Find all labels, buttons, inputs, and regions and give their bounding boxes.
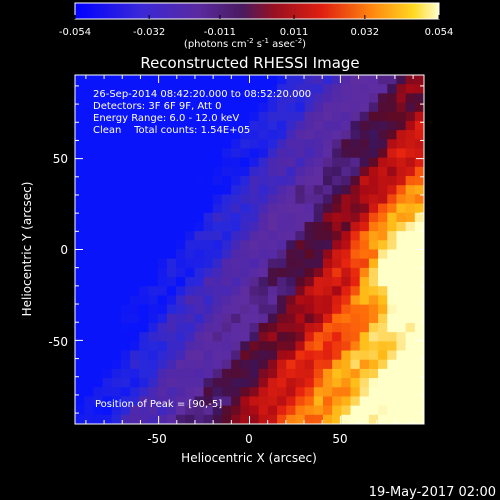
peak-position-label: Position of Peak = [90,-5] — [95, 399, 222, 410]
y-tick-label: -50 — [48, 335, 68, 349]
footer-date: 19-May-2017 02:00 — [369, 485, 496, 500]
axis-ticks — [75, 75, 424, 424]
plot-title: Reconstructed RHESSI Image — [140, 54, 359, 72]
colorbar-tick-label: -0.054 — [59, 27, 91, 38]
colorbar — [74, 2, 440, 20]
x-tick-label: 0 — [245, 432, 253, 446]
x-axis-label: Heliocentric X (arcsec) — [181, 451, 317, 465]
y-tick-label: 0 — [60, 243, 68, 257]
rhessi-image — [75, 75, 424, 424]
info-time-range: 26-Sep-2014 08:42:20.000 to 08:52:20.000 — [93, 89, 311, 100]
colorbar-tick-label: 0.054 — [425, 27, 454, 38]
x-tick-label: -50 — [147, 432, 167, 446]
x-tick-label: 50 — [332, 432, 347, 446]
colorbar-ticks: -0.054 -0.032 -0.011 0.011 0.032 0.054 — [59, 15, 453, 38]
colorbar-tick-label: 0.011 — [280, 27, 309, 38]
info-energy-range: Energy Range: 6.0 - 12.0 keV — [93, 113, 239, 124]
colorbar-tick-label: -0.011 — [204, 27, 236, 38]
y-axis-label: Heliocentric Y (arcsec) — [20, 182, 34, 317]
colorbar-tick-label: -0.032 — [133, 27, 165, 38]
colorbar-tick-label: 0.032 — [351, 27, 380, 38]
info-clean-counts: Clean Total counts: 1.54E+05 — [93, 125, 250, 136]
colorbar-units-label: (photons cm-2 s-1 asec-2) — [184, 37, 306, 50]
y-tick-label: 50 — [53, 152, 68, 166]
info-detectors: Detectors: 3F 6F 9F, Att 0 — [93, 101, 221, 112]
